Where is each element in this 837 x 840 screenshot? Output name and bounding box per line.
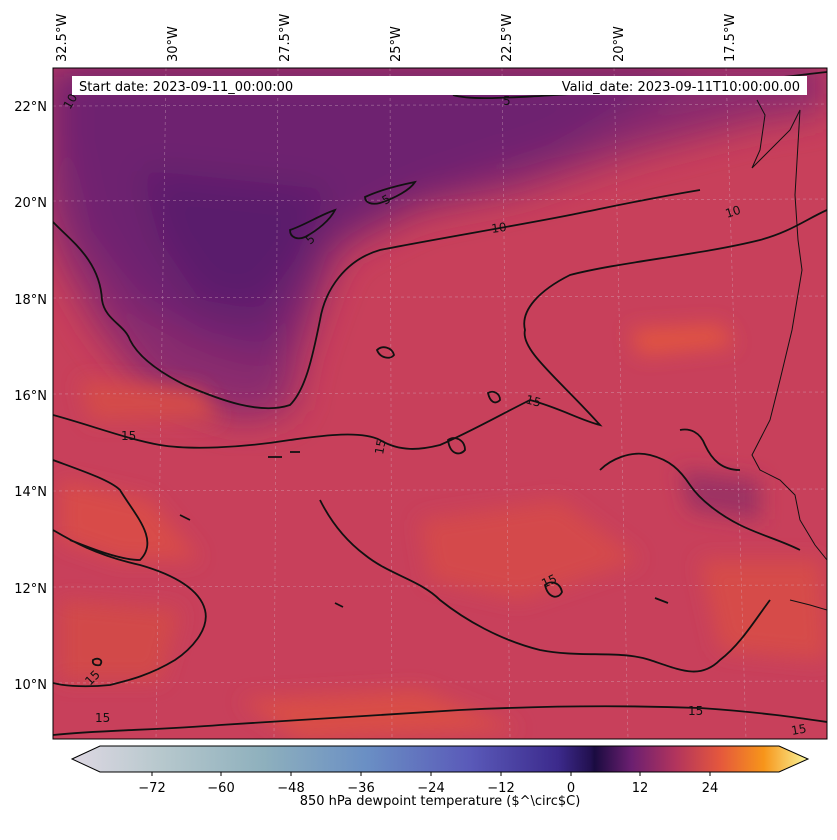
contour-label: 15 <box>95 711 110 725</box>
lat-label: 14°N <box>14 485 47 500</box>
contours <box>53 71 827 736</box>
lon-label: 17.5°W <box>723 14 738 62</box>
colorbar-tick-label: 24 <box>702 781 719 796</box>
colorbar-tick-label: −36 <box>347 781 374 796</box>
contour-label: 15 <box>539 572 559 591</box>
lat-label: 18°N <box>14 293 47 308</box>
contour-label: 15 <box>524 392 542 409</box>
contour-label: 15 <box>688 704 703 718</box>
lon-label: 30°W <box>166 26 181 62</box>
dry-region <box>53 68 827 420</box>
colorbar-ticks <box>151 772 711 776</box>
lon-label: 27.5°W <box>278 14 293 62</box>
contour-label: 15 <box>372 438 388 455</box>
lon-label: 20°W <box>612 26 627 62</box>
colorbar-tick-label: −60 <box>207 781 234 796</box>
contour-label: 10 <box>60 91 80 111</box>
colorbar-bar <box>70 745 810 773</box>
colorbar: −72 −60 −48 −36 −24 −12 0 12 24 850 hPa … <box>70 745 810 809</box>
lat-label: 10°N <box>14 678 47 693</box>
map-frame <box>52 67 828 740</box>
colorbar-tick-label: −12 <box>487 781 514 796</box>
contour-label: 10 <box>724 203 743 221</box>
lat-labels: 22°N 20°N 18°N 16°N 14°N 12°N 10°N <box>14 100 47 693</box>
lat-label: 20°N <box>14 196 47 211</box>
contour-label: 15 <box>790 722 807 738</box>
lat-label: 16°N <box>14 389 47 404</box>
colorbar-tick-labels: −72 −60 −48 −36 −24 −12 0 12 24 <box>138 781 718 796</box>
colorbar-tick-label: 0 <box>567 781 575 796</box>
contour-label: 5 <box>503 94 511 108</box>
valid-date: Valid_date: 2023-09-11T10:00:00.00 <box>562 80 800 95</box>
dewpoint-field: 10 5 5 5 10 10 15 15 15 15 15 15 15 15 <box>53 68 827 739</box>
colorbar-tick-label: −48 <box>277 781 304 796</box>
lon-labels: 32.5°W 30°W 27.5°W 25°W 22.5°W 20°W 17.5… <box>55 14 738 62</box>
lat-label: 22°N <box>14 100 47 115</box>
coastline <box>751 99 827 611</box>
colorbar-tick-label: −72 <box>138 781 165 796</box>
start-date: Start date: 2023-09-11_00:00:00 <box>79 80 293 95</box>
contour-label-group: 10 5 5 5 10 10 15 15 15 15 15 15 15 15 <box>60 91 807 738</box>
contour-label: 15 <box>121 429 136 443</box>
gridlines <box>53 68 827 739</box>
colorbar-tick-label: 12 <box>632 781 649 796</box>
colorbar-tick-label: −24 <box>417 781 444 796</box>
contour-label: 10 <box>490 220 507 236</box>
lon-label: 25°W <box>389 26 404 62</box>
header-box <box>72 76 807 95</box>
colorbar-label: 850 hPa dewpoint temperature ($^\circ$C) <box>300 794 581 809</box>
lon-label: 32.5°W <box>55 14 70 62</box>
lat-label: 12°N <box>14 582 47 597</box>
lon-label: 22.5°W <box>500 14 515 62</box>
